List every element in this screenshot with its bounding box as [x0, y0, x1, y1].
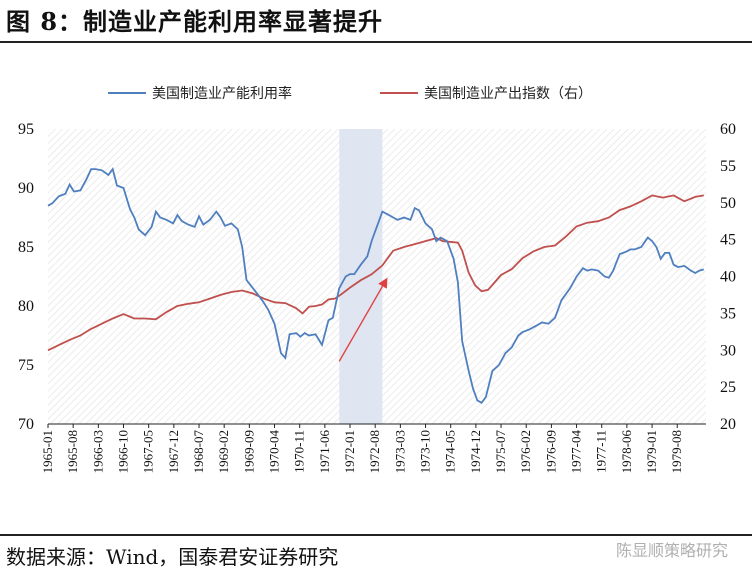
x-tick-label: 1967-05	[141, 430, 156, 473]
y-left-tick-label: 95	[18, 121, 34, 138]
x-tick-label: 1975-07	[493, 430, 508, 474]
y-right-tick-label: 60	[720, 121, 736, 138]
annotation-arrow	[338, 277, 388, 362]
x-tick-label: 1979-01	[644, 430, 659, 473]
x-tick-label: 1973-03	[392, 430, 407, 473]
x-tick-label: 1967-12	[166, 430, 181, 473]
y-right-tick-label: 55	[720, 158, 736, 175]
x-tick-label: 1973-10	[418, 430, 433, 473]
legend: 美国制造业产能利用率 美国制造业产出指数（右）	[108, 85, 592, 102]
x-tick-label: 1976-09	[543, 430, 558, 473]
x-tick-label: 1979-08	[669, 430, 684, 473]
x-tick-label: 1970-04	[267, 430, 282, 474]
x-tick-label: 1974-12	[468, 430, 483, 473]
y-left-tick-label: 85	[18, 239, 34, 256]
bottom-divider	[0, 534, 752, 536]
series-line-output-index	[47, 194, 704, 352]
y-right-tick-label: 40	[720, 269, 736, 286]
x-tick-label: 1970-11	[292, 430, 307, 473]
y-right-tick-label: 45	[720, 232, 736, 249]
x-tick-label: 1965-08	[65, 430, 80, 473]
x-tick-label: 1966-03	[90, 430, 105, 473]
x-tick-label: 1977-04	[569, 430, 584, 474]
y-right-tick-label: 50	[720, 195, 736, 212]
figure-title: 图 8：制造业产能利用率显著提升	[6, 7, 384, 36]
series-line-capacity-utilization	[47, 167, 705, 404]
y-left-axis: 70 75 80 85 90 95	[18, 121, 34, 433]
x-tick-label: 1974-05	[443, 430, 458, 473]
x-tick-label: 1966-10	[116, 430, 131, 473]
x-tick-label: 1965-01	[40, 430, 55, 473]
source-note: 数据来源：Wind，国泰君安证券研究	[6, 545, 339, 569]
y-left-tick-label: 80	[18, 298, 34, 315]
x-tick-label: 1972-01	[342, 430, 357, 473]
y-right-axis: 20 25 30 35 40 45 50 55 60	[720, 121, 736, 433]
x-tick-label: 1969-09	[241, 430, 256, 473]
legend-output-label: 美国制造业产出指数（右）	[424, 86, 592, 102]
x-tick-label: 1969-02	[216, 430, 231, 473]
x-tick-label: 1976-02	[518, 430, 533, 473]
y-right-tick-label: 30	[720, 342, 736, 359]
y-right-tick-label: 20	[720, 416, 736, 433]
y-left-tick-label: 90	[18, 180, 34, 197]
x-axis: 1965-01 1965-08 1966-03 1966-10 1967-05 1967-…	[40, 424, 684, 473]
y-right-tick-label: 35	[720, 305, 736, 322]
y-left-tick-label: 70	[18, 416, 34, 433]
x-tick-label: 1968-07	[191, 430, 206, 474]
x-tick-label: 1972-08	[367, 430, 382, 473]
legend-capacity-label: 美国制造业产能利用率	[152, 85, 292, 102]
x-tick-label: 1978-06	[619, 430, 634, 474]
x-tick-label: 1971-06	[317, 430, 332, 474]
y-right-tick-label: 25	[720, 379, 736, 396]
x-tick-label: 1977-11	[594, 430, 609, 473]
watermark: 陈显顺策略研究	[615, 541, 728, 560]
top-divider	[0, 41, 752, 43]
y-left-tick-label: 75	[18, 357, 34, 374]
